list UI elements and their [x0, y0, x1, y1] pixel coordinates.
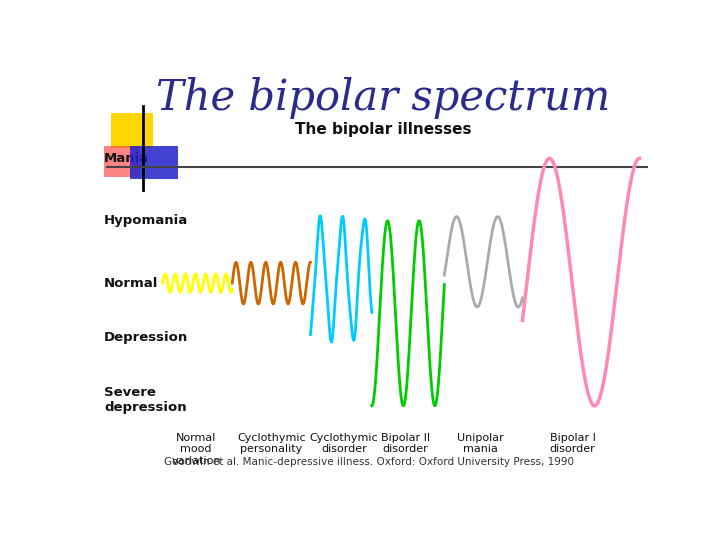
Text: Hypomania: Hypomania [104, 214, 188, 227]
Bar [111, 113, 153, 148]
Text: Bipolar I
disorder: Bipolar I disorder [550, 433, 595, 454]
Bar [130, 146, 178, 179]
Text: Normal: Normal [104, 276, 158, 289]
Text: Depression: Depression [104, 330, 188, 343]
Text: Goodwin et al. Manic-depressive illness. Oxford: Oxford University Press, 1990: Goodwin et al. Manic-depressive illness.… [164, 457, 574, 467]
Text: Mania: Mania [104, 152, 149, 165]
Text: Severe
depression: Severe depression [104, 386, 186, 414]
Text: The bipolar illnesses: The bipolar illnesses [294, 122, 471, 137]
Bar [104, 146, 140, 177]
Text: The bipolar spectrum: The bipolar spectrum [156, 77, 610, 119]
Text: Unipolar
mania: Unipolar mania [457, 433, 504, 454]
Text: Normal
mood
variation: Normal mood variation [171, 433, 221, 466]
Text: Cyclothymic
personality: Cyclothymic personality [237, 433, 306, 454]
Text: Bipolar II
disorder: Bipolar II disorder [381, 433, 430, 454]
Text: Cyclothymic
disorder: Cyclothymic disorder [310, 433, 378, 454]
